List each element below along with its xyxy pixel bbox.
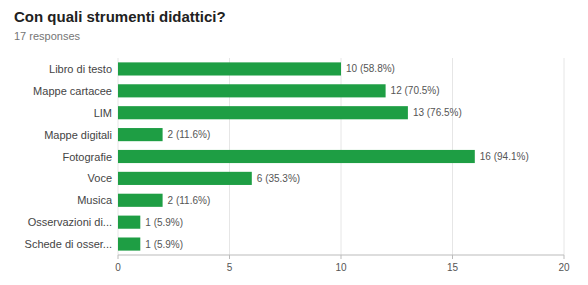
- category-label: Fotografie: [62, 151, 112, 163]
- tick-label: 0: [115, 262, 121, 273]
- data-label: 16 (94.1%): [480, 151, 529, 162]
- data-labels: 1 (5.9%) 1 (5.9%) 2 (11.6%) 6 (35.3%) 16 (94…: [145, 63, 528, 249]
- category-label: Mappe digitali: [44, 129, 112, 141]
- y-axis: Schede di osser... Osservazioni di... Musi…: [25, 63, 113, 250]
- category-label: Libro di testo: [49, 63, 112, 75]
- data-label: 1 (5.9%): [145, 239, 183, 250]
- x-axis: 0 5 10 15 20: [115, 255, 570, 273]
- bar: [118, 62, 341, 75]
- data-label: 6 (35.3%): [257, 173, 300, 184]
- category-label: Musica: [77, 194, 113, 206]
- bar: [118, 150, 475, 163]
- data-label: 12 (70.5%): [391, 85, 440, 96]
- chart-svg: Con quali strumenti didattici? 17 respons…: [0, 0, 588, 285]
- bar: [118, 128, 163, 141]
- tick-label: 20: [558, 262, 570, 273]
- grid-line: [564, 58, 565, 255]
- bars: [118, 62, 475, 250]
- category-label: LIM: [94, 107, 112, 119]
- tick-label: 10: [335, 262, 347, 273]
- category-label: Schede di osser...: [25, 238, 112, 250]
- data-label: 2 (11.6%): [168, 195, 211, 206]
- data-label: 10 (58.8%): [346, 63, 395, 74]
- data-label: 1 (5.9%): [145, 217, 183, 228]
- tick-mark: [564, 255, 565, 259]
- data-label: 2 (11.6%): [168, 129, 211, 140]
- x-grid: [118, 58, 564, 255]
- bar: [118, 216, 140, 229]
- tick-mark: [118, 255, 119, 259]
- bar: [118, 237, 140, 250]
- category-label: Osservazioni di...: [28, 216, 112, 228]
- category-label: Voce: [88, 172, 112, 184]
- tick-mark: [452, 255, 453, 259]
- category-label: Mappe cartacee: [33, 85, 112, 97]
- tick-mark: [341, 255, 342, 259]
- data-label: 13 (76.5%): [413, 107, 462, 118]
- bar: [118, 172, 252, 185]
- title: Con quali strumenti didattici?: [14, 8, 226, 25]
- chart-container: Con quali strumenti didattici? 17 respons…: [0, 0, 588, 285]
- subtitle: 17 responses: [14, 30, 81, 42]
- bar: [118, 194, 163, 207]
- bar: [118, 106, 408, 119]
- tick-mark: [229, 255, 230, 259]
- bar: [118, 84, 386, 97]
- x-axis-line: [118, 255, 564, 256]
- tick-label: 15: [447, 262, 459, 273]
- tick-label: 5: [227, 262, 233, 273]
